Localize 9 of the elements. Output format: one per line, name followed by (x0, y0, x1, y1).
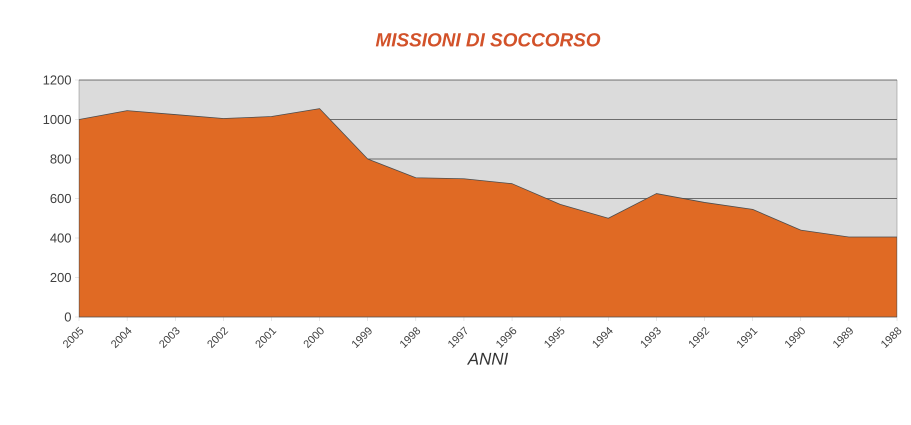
chart-title: MISSIONI DI SOCCORSO (376, 33, 600, 46)
y-tick-label: 200 (50, 272, 71, 282)
y-tick-label: 600 (50, 194, 71, 204)
x-axis-title: ANNI (466, 352, 508, 365)
y-tick-label: 800 (50, 154, 71, 164)
y-tick-label: 1200 (44, 75, 71, 85)
y-tick-label: 0 (64, 312, 71, 322)
y-tick-label: 400 (50, 233, 71, 243)
y-tick-label: 1000 (44, 114, 71, 124)
